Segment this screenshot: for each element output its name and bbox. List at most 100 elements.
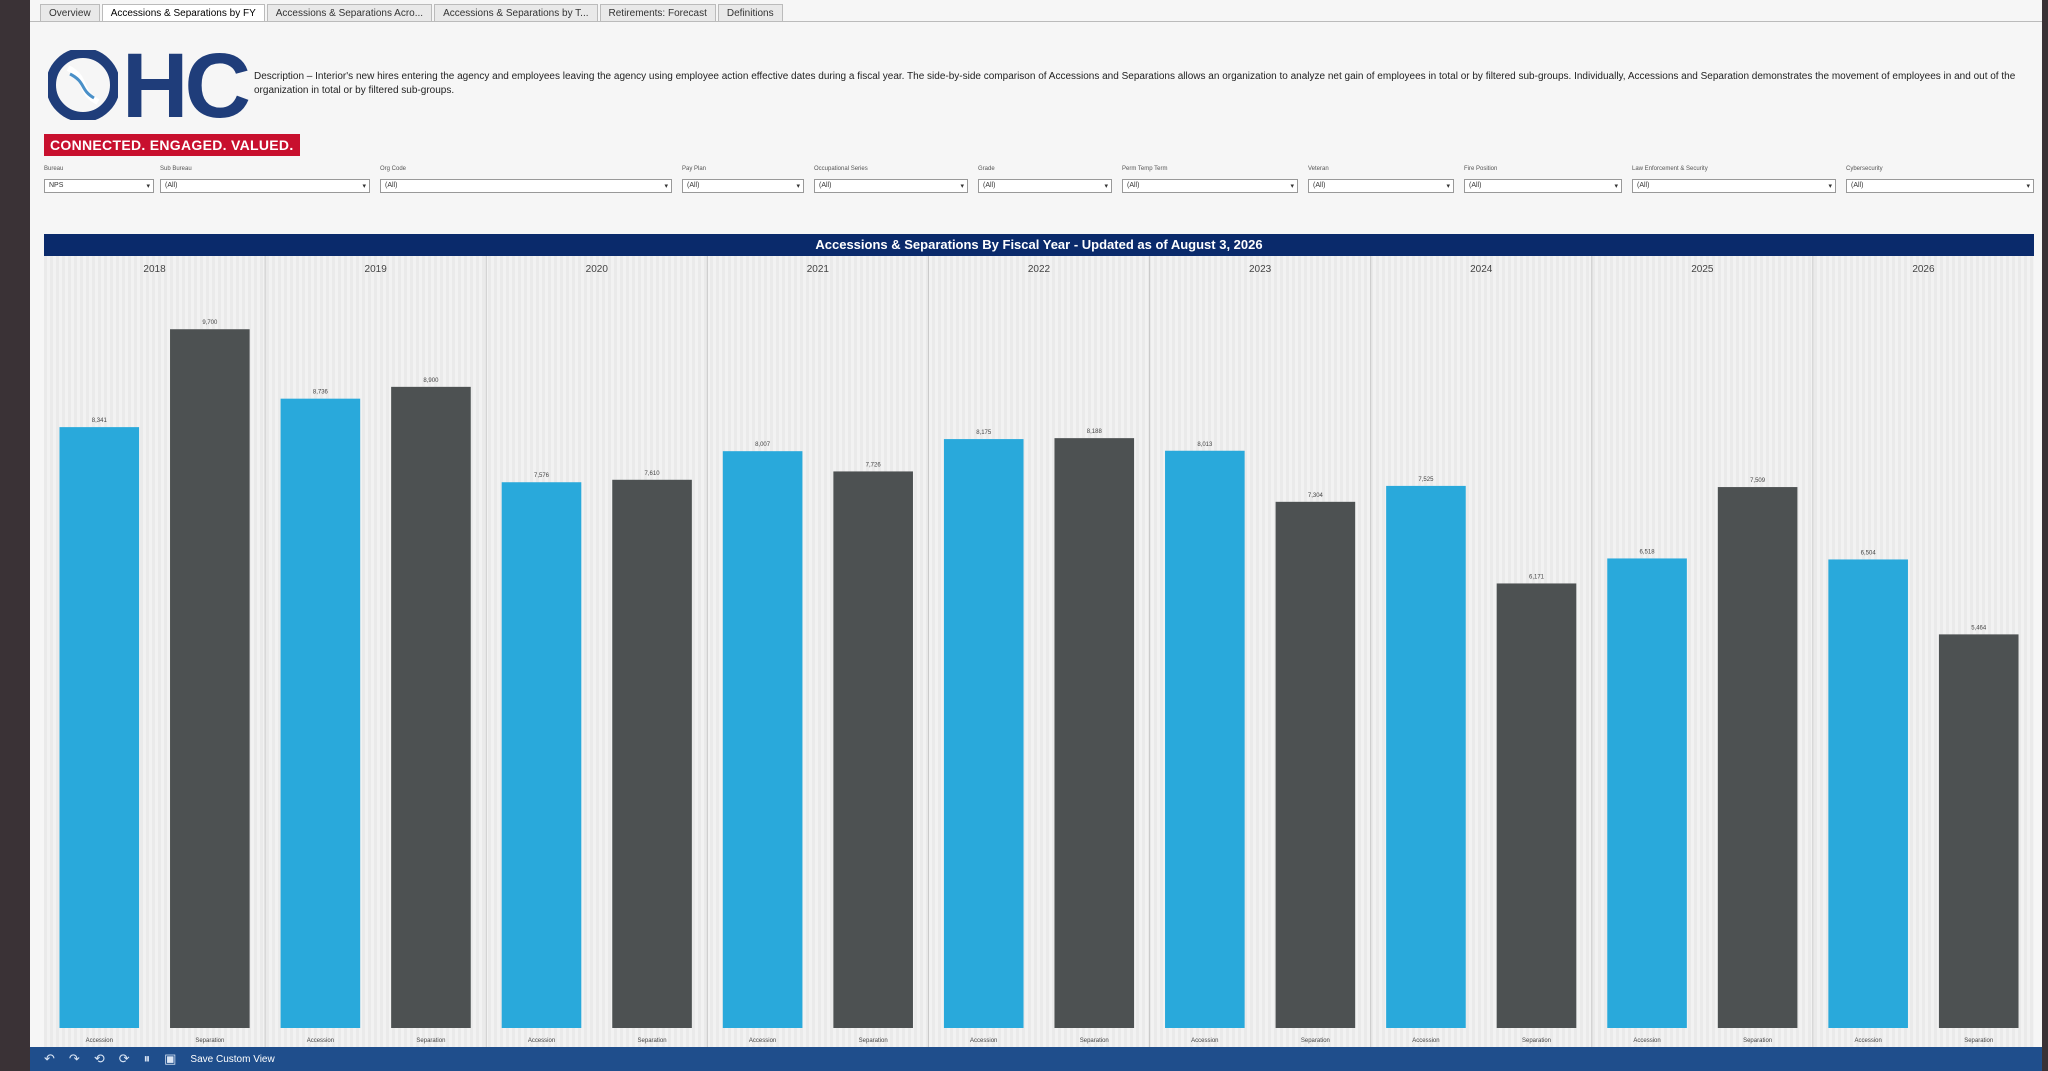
chevron-down-icon: ▾	[1828, 183, 1832, 190]
background-stripe	[476, 256, 479, 1054]
value-label: 8,188	[1087, 429, 1103, 435]
sub-bureau-dropdown[interactable]: (All) ▾	[160, 179, 370, 193]
save-custom-view-button[interactable]: Save Custom View	[190, 1053, 275, 1065]
occupational-series-dropdown[interactable]: (All) ▾	[814, 179, 968, 193]
background-stripe	[824, 256, 827, 1054]
bar-separation	[1275, 501, 1356, 1028]
pause-icon[interactable]: ⏸	[143, 1051, 151, 1066]
background-stripe	[1604, 256, 1607, 1054]
background-stripe	[44, 256, 47, 1054]
value-label: 8,900	[423, 378, 439, 384]
value-label: 7,576	[534, 473, 550, 479]
chevron-down-icon: ▾	[362, 183, 366, 190]
bar-category-label: Accession	[86, 1038, 113, 1044]
value-label: 6,171	[1529, 574, 1545, 580]
background-stripe	[1580, 256, 1583, 1054]
background-stripe	[692, 256, 695, 1054]
bar-separation	[1938, 634, 2019, 1028]
year-label: 2018	[143, 264, 166, 275]
bar-category-label: Separation	[1743, 1038, 1772, 1044]
redo-icon[interactable]: ↷	[68, 1051, 80, 1066]
value-label: 7,726	[866, 462, 882, 468]
chevron-down-icon: ▾	[664, 183, 668, 190]
chevron-down-icon: ▾	[146, 183, 150, 190]
value-label: 8,175	[976, 430, 992, 436]
ohc-logo: HC	[44, 40, 284, 164]
bar-accession	[1828, 559, 1908, 1028]
background-stripe	[272, 256, 275, 1054]
background-stripe	[488, 256, 491, 1054]
perm-temp-term-dropdown[interactable]: (All) ▾	[1122, 179, 1298, 193]
filter-veteran: Veteran (All) ▾	[1308, 166, 1454, 193]
bar-category-label: Accession	[1854, 1038, 1881, 1044]
background-stripe	[602, 256, 605, 1054]
background-stripe	[584, 256, 587, 1054]
org-code-dropdown[interactable]: (All) ▾	[380, 179, 672, 193]
bar-category-label: Separation	[195, 1038, 224, 1044]
background-stripe	[50, 256, 53, 1054]
bar-category-label: Accession	[1633, 1038, 1660, 1044]
tab-accessions-across[interactable]: Accessions & Separations Acro...	[266, 4, 433, 22]
filter-bar: Bureau NPS ▾ Sub Bureau (All) ▾ Org Code (…	[44, 166, 2034, 206]
bar-category-label: Accession	[528, 1038, 555, 1044]
tagline-badge: CONNECTED. ENGAGED. VALUED.	[44, 134, 300, 156]
background-stripe	[716, 256, 719, 1054]
tab-accessions-by-fy[interactable]: Accessions & Separations by FY	[101, 4, 265, 22]
undo-icon[interactable]: ↶	[44, 1051, 55, 1066]
law-enforcement-dropdown[interactable]: (All) ▾	[1632, 179, 1836, 193]
background-stripe	[1268, 256, 1271, 1054]
tab-overview[interactable]: Overview	[40, 4, 100, 22]
bar-separation	[1054, 438, 1135, 1029]
year-label: 2024	[1470, 264, 1493, 275]
revert-icon[interactable]: ⟲	[93, 1051, 105, 1066]
value-label: 5,464	[1971, 625, 1987, 631]
background-stripe	[380, 256, 383, 1054]
value-label: 6,504	[1861, 550, 1877, 556]
value-label: 8,007	[755, 442, 771, 448]
background-stripe	[1154, 256, 1157, 1054]
value-label: 7,525	[1418, 477, 1434, 483]
background-stripe	[56, 256, 59, 1054]
background-stripe	[608, 256, 611, 1054]
tab-definitions[interactable]: Definitions	[717, 4, 783, 22]
filter-label: Perm Temp Term	[1122, 166, 1168, 172]
background-stripe	[1466, 256, 1469, 1054]
bureau-dropdown[interactable]: NPS ▾	[44, 179, 154, 193]
bar-accession	[59, 427, 140, 1028]
filter-bureau: Bureau NPS ▾	[44, 166, 154, 193]
background-stripe	[1034, 256, 1037, 1054]
background-stripe	[254, 256, 257, 1054]
background-stripe	[1598, 256, 1601, 1054]
tab-accessions-by-type[interactable]: Accessions & Separations by T...	[434, 4, 598, 22]
pay-plan-dropdown[interactable]: (All) ▾	[682, 179, 804, 193]
chart-panel: Accessions & Separations By Fiscal Year …	[44, 234, 2034, 1054]
background-stripe	[590, 256, 593, 1054]
chevron-down-icon: ▾	[796, 183, 800, 190]
background-stripe	[830, 256, 833, 1054]
refresh-icon[interactable]: ⟳	[118, 1051, 130, 1066]
bar-separation	[170, 329, 250, 1029]
filter-cybersecurity: Cybersecurity (All) ▾	[1846, 166, 2034, 193]
bar-accession	[722, 451, 803, 1028]
filter-fire-position: Fire Position (All) ▾	[1464, 166, 1622, 193]
filter-label: Org Code	[380, 166, 407, 172]
background-stripe	[806, 256, 809, 1054]
tab-retirements-forecast[interactable]: Retirements: Forecast	[599, 4, 716, 22]
filter-law-enforcement: Law Enforcement & Security (All) ▾	[1632, 166, 1836, 193]
bar-accession	[1165, 450, 1245, 1028]
chevron-down-icon: ▾	[960, 183, 964, 190]
filter-label: Veteran	[1308, 166, 1329, 172]
value-label: 7,509	[1750, 478, 1766, 484]
bar-category-label: Separation	[416, 1038, 445, 1044]
bar-category-label: Separation	[1301, 1038, 1330, 1044]
filter-label: Grade	[978, 166, 995, 172]
year-label: 2023	[1249, 264, 1272, 275]
value-label: 8,341	[92, 418, 108, 424]
grade-dropdown[interactable]: (All) ▾	[978, 179, 1112, 193]
background-stripe	[1688, 256, 1691, 1054]
bar-category-label: Accession	[1191, 1038, 1218, 1044]
fire-position-dropdown[interactable]: (All) ▾	[1464, 179, 1622, 193]
cybersecurity-dropdown[interactable]: (All) ▾	[1846, 179, 2034, 193]
veteran-dropdown[interactable]: (All) ▾	[1308, 179, 1454, 193]
chevron-down-icon: ▾	[1446, 183, 1450, 190]
